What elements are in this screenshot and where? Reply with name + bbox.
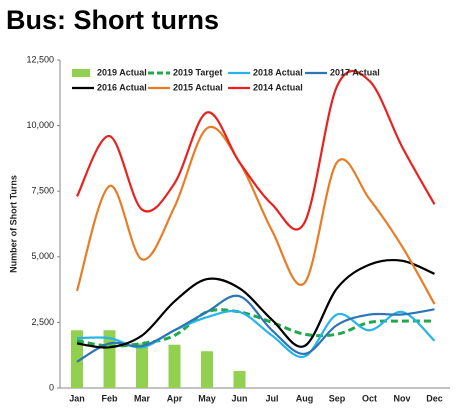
x-tick-label: Jan bbox=[69, 393, 85, 403]
y-tick-label: 7,500 bbox=[31, 186, 54, 196]
x-tick-label: Nov bbox=[393, 393, 410, 403]
y-tick-label: 10,000 bbox=[26, 120, 54, 130]
legend-label: 2018 Actual bbox=[253, 67, 303, 77]
bar bbox=[136, 343, 148, 388]
y-tick-label: 12,500 bbox=[26, 54, 54, 64]
bar bbox=[168, 344, 181, 388]
bar bbox=[201, 351, 213, 388]
legend-label: 2015 Actual bbox=[173, 82, 223, 92]
y-tick-label: 2,500 bbox=[31, 317, 54, 327]
y-axis-label: Number of Short Turns bbox=[8, 175, 18, 273]
line bbox=[76, 294, 435, 363]
legend-label: 2017 Actual bbox=[330, 67, 380, 77]
legend-swatch bbox=[72, 69, 90, 77]
line bbox=[76, 258, 435, 349]
legend-label: 2019 Target bbox=[173, 67, 222, 77]
legend-label: 2016 Actual bbox=[97, 82, 147, 92]
legend-label: 2019 Actual bbox=[97, 67, 147, 77]
x-tick-label: Sep bbox=[329, 393, 346, 403]
x-tick-label: May bbox=[198, 393, 216, 403]
chart-title: Bus: Short turns bbox=[6, 5, 219, 35]
x-tick-label: Jun bbox=[231, 393, 247, 403]
x-tick-label: Apr bbox=[167, 393, 183, 403]
bar bbox=[233, 370, 246, 388]
y-tick-label: 0 bbox=[49, 382, 54, 392]
x-tick-label: Mar bbox=[134, 393, 151, 403]
x-tick-label: Dec bbox=[426, 393, 443, 403]
x-tick-label: Oct bbox=[362, 393, 377, 403]
line bbox=[75, 125, 436, 305]
line bbox=[76, 69, 436, 231]
x-tick-label: Aug bbox=[296, 393, 314, 403]
y-tick-label: 5,000 bbox=[31, 251, 54, 261]
legend-label: 2014 Actual bbox=[253, 82, 303, 92]
x-tick-label: Jul bbox=[265, 393, 278, 403]
line bbox=[76, 308, 435, 348]
x-tick-label: Feb bbox=[101, 393, 118, 403]
